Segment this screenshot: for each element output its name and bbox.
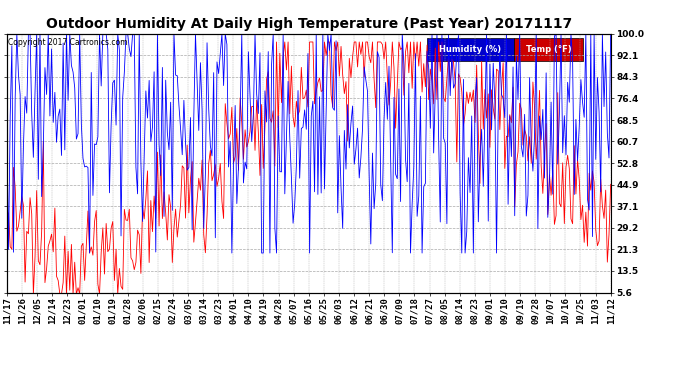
Text: Humidity (%): Humidity (%) — [440, 45, 502, 54]
Bar — [426, 38, 514, 61]
Title: Outdoor Humidity At Daily High Temperature (Past Year) 20171117: Outdoor Humidity At Daily High Temperatu… — [46, 17, 572, 31]
Bar — [514, 38, 584, 61]
Text: Copyright 2017 Cartronics.com: Copyright 2017 Cartronics.com — [8, 38, 128, 46]
Text: Temp (°F): Temp (°F) — [526, 45, 571, 54]
